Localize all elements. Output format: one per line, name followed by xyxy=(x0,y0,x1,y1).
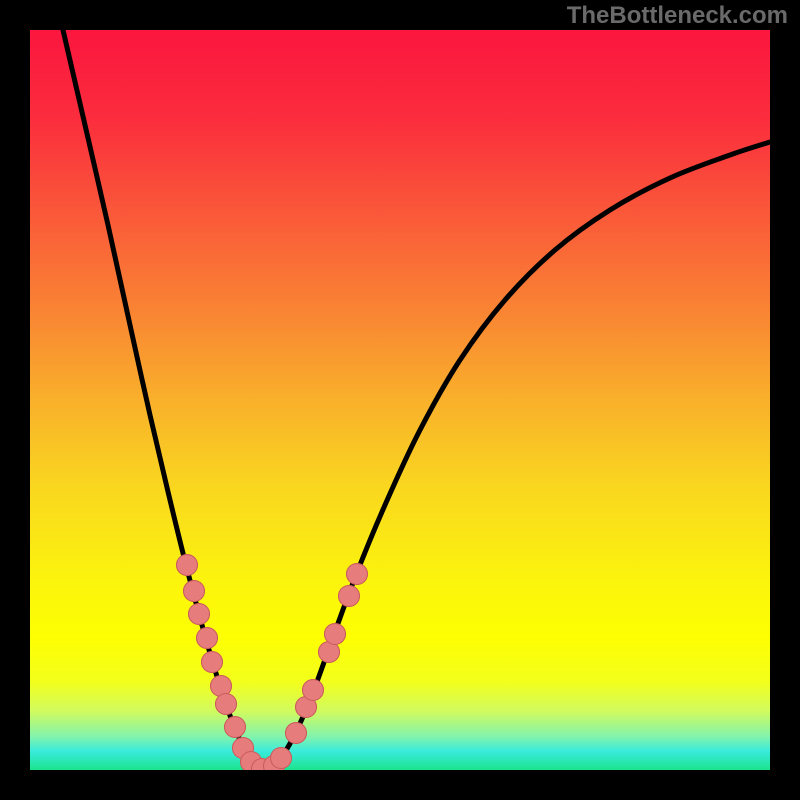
outer-frame xyxy=(0,0,800,800)
canvas: TheBottleneck.com xyxy=(0,0,800,800)
watermark-text: TheBottleneck.com xyxy=(567,2,788,30)
